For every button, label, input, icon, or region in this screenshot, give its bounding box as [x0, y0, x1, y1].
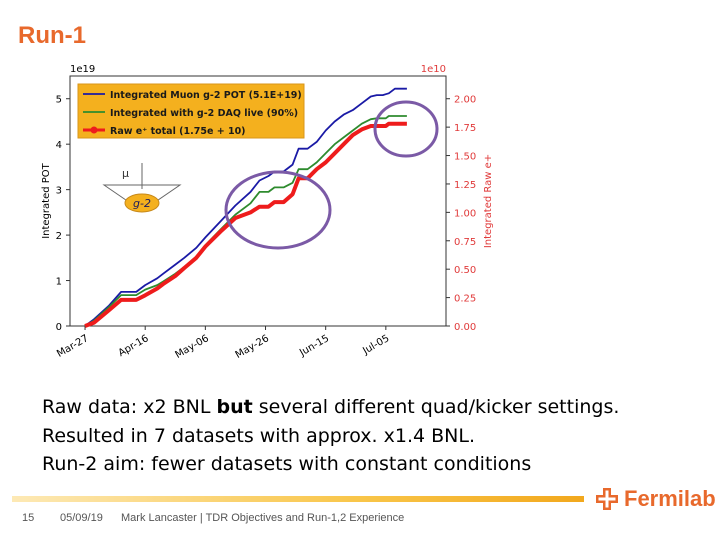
highlight-circle-mid: [224, 170, 332, 250]
bullet-line-3: Run-2 aim: fewer datasets with constant …: [42, 450, 682, 479]
y2-tick-label: 1.25: [454, 180, 476, 191]
y-tick-label: 0: [56, 322, 62, 333]
slide-body: Raw data: x2 BNL but several different q…: [42, 393, 682, 479]
bullet-1-tail: several different quad/kicker settings.: [252, 396, 620, 418]
chart: 0 1 2 3 4 5 0.00 0.25 0.50 0.75 1.00 1.25 1.50 1.75 2.…: [41, 64, 494, 361]
y-tick-label: 2: [56, 231, 62, 242]
y-tick-label: 1: [56, 277, 62, 288]
y2-tick-label: 0.75: [454, 237, 476, 248]
fermilab-logo: Fermilab: [594, 486, 716, 512]
y2-tick-label: 0.50: [454, 265, 476, 276]
x-tick-label: Jul-05: [360, 333, 391, 357]
y-tick-label: 3: [56, 186, 62, 197]
bullet-1-text: Raw data: x2 BNL: [42, 396, 217, 418]
y-tick-label: 4: [56, 140, 62, 151]
y2-tick-label: 2.00: [454, 95, 476, 106]
x-tick-label: May-26: [234, 333, 271, 361]
x-tick-label: May-06: [173, 333, 210, 361]
x-tick-label: Mar-27: [55, 333, 90, 360]
legend-label-1: Integrated with g-2 DAQ live (90%): [110, 108, 298, 119]
bullet-3-text: Run-2 aim: fewer datasets with constant …: [42, 453, 532, 475]
footer-rule: [12, 496, 584, 502]
legend-marker: [90, 126, 98, 134]
slide-title: Run-1: [18, 22, 86, 49]
legend-label-0: Integrated Muon g-2 POT (5.1E+19): [110, 90, 302, 101]
inset-g2-label: g-2: [133, 197, 151, 210]
y2-offset-label: 1e10: [421, 64, 446, 75]
y2-tick-label: 1.75: [454, 123, 476, 134]
y-tick-label: 5: [56, 95, 62, 106]
y2-axis-label: Integrated Raw e+: [483, 154, 494, 248]
bullet-line-1: Raw data: x2 BNL but several different q…: [42, 393, 682, 422]
fermilab-logo-text: Fermilab: [624, 486, 716, 511]
bullet-line-2: Resulted in 7 datasets with approx. x1.4…: [42, 422, 682, 451]
x-tick-label: Jun-15: [297, 333, 331, 359]
y2-tick-label: 1.00: [454, 208, 476, 219]
highlight-circle-end: [373, 100, 439, 158]
page-number: 15: [22, 512, 35, 524]
bullet-1-bold: but: [216, 396, 253, 418]
y2-tick-label: 1.50: [454, 152, 476, 163]
x-tick-label: Apr-16: [117, 333, 151, 359]
footer-date: 05/09/19: [60, 512, 103, 524]
series-line-1: [84, 115, 407, 327]
y2-tick-label: 0.25: [454, 294, 476, 305]
bullet-2-text: Resulted in 7 datasets with approx. x1.4…: [42, 424, 476, 447]
y-offset-label: 1e19: [70, 64, 95, 75]
y2-tick-label: 0.00: [454, 322, 476, 333]
fermilab-logo-icon: [596, 488, 618, 510]
footer-caption: Mark Lancaster | TDR Objectives and Run-…: [121, 512, 405, 524]
series-line-2: [84, 121, 407, 328]
inset-mu-label: μ: [122, 167, 129, 180]
y-axis-label: Integrated POT: [41, 162, 52, 238]
inset-badge: [124, 193, 160, 213]
legend-label-2: Raw e⁺ total (1.75e + 10): [110, 126, 246, 137]
legend-box: [77, 83, 305, 139]
